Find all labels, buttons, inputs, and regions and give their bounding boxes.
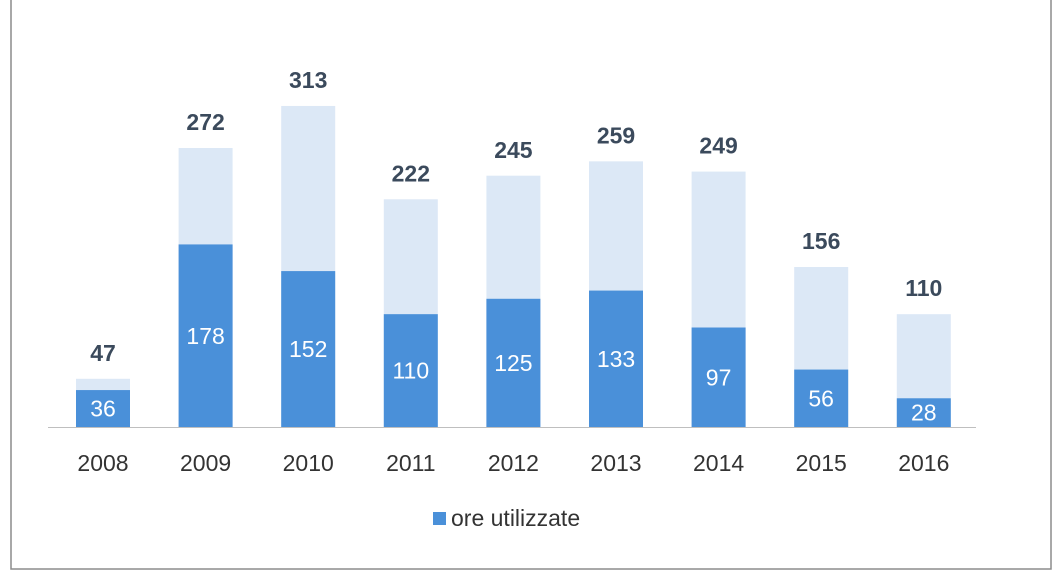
total-label: 110 <box>905 275 942 301</box>
bar <box>76 390 130 427</box>
legend-label: ore utilizzate <box>451 505 580 531</box>
bar <box>691 327 746 427</box>
data-label: 36 <box>90 396 116 422</box>
bar <box>589 290 643 427</box>
bar <box>383 314 438 427</box>
data-label: 152 <box>289 336 327 362</box>
bar <box>486 298 541 427</box>
total-label: 313 <box>289 67 327 93</box>
total-label: 259 <box>597 122 635 148</box>
total-label: 272 <box>186 109 224 135</box>
bar <box>794 369 849 427</box>
data-label: 28 <box>911 400 937 426</box>
x-tick-label: 2010 <box>283 450 334 476</box>
data-label: 178 <box>186 323 224 349</box>
x-tick-label: 2013 <box>590 450 641 476</box>
bar <box>896 398 951 427</box>
data-label: 97 <box>706 364 732 390</box>
x-tick-label: 2012 <box>488 450 539 476</box>
x-tick-label: 2014 <box>693 450 744 476</box>
total-label: 47 <box>90 340 116 366</box>
bar <box>178 244 233 427</box>
total-label: 156 <box>802 228 840 254</box>
legend-swatch <box>433 512 446 525</box>
data-label: 56 <box>808 385 834 411</box>
data-label: 125 <box>494 350 532 376</box>
x-tick-label: 2009 <box>180 450 231 476</box>
bar <box>281 271 336 427</box>
x-tick-label: 2016 <box>898 450 949 476</box>
x-tick-label: 2008 <box>77 450 128 476</box>
total-label: 245 <box>494 137 533 163</box>
data-label: 133 <box>597 346 635 372</box>
x-tick-label: 2011 <box>386 450 435 476</box>
total-label: 249 <box>699 133 737 159</box>
total-label: 222 <box>392 160 430 186</box>
data-label: 110 <box>392 358 429 384</box>
x-tick-label: 2015 <box>796 450 847 476</box>
